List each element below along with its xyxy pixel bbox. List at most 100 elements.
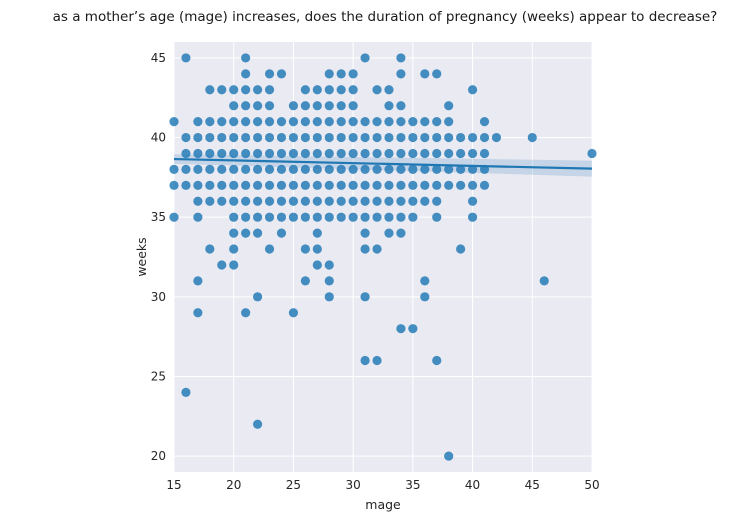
data-point	[276, 148, 287, 159]
data-point	[324, 260, 334, 270]
data-point	[360, 196, 370, 206]
data-point	[408, 196, 418, 206]
x-tick-label: 30	[346, 478, 361, 492]
data-point	[539, 276, 549, 286]
data-point	[408, 164, 418, 175]
data-point	[312, 117, 322, 127]
data-point	[456, 148, 466, 159]
data-point	[241, 228, 251, 238]
data-point	[229, 117, 239, 127]
plot-background	[174, 42, 592, 472]
data-point	[288, 196, 299, 206]
data-point	[456, 180, 466, 190]
data-point	[420, 196, 430, 206]
data-point	[193, 196, 203, 206]
data-point	[217, 164, 227, 175]
data-point	[169, 117, 179, 127]
data-point	[276, 164, 287, 175]
data-point	[348, 69, 358, 79]
data-point	[384, 117, 394, 127]
data-point	[360, 292, 370, 302]
data-point	[229, 260, 239, 270]
x-axis-label: mage	[365, 497, 401, 512]
chart-title: as a mother’s age (mage) increases, does…	[53, 9, 718, 25]
data-point	[264, 244, 275, 254]
data-point	[324, 148, 334, 159]
data-point	[241, 117, 251, 127]
data-point	[384, 85, 394, 95]
data-point	[253, 212, 263, 222]
data-point	[181, 53, 191, 63]
data-point	[229, 132, 239, 143]
data-point	[408, 132, 418, 143]
data-point	[324, 212, 334, 222]
data-point	[312, 101, 322, 111]
regression-line	[173, 157, 593, 170]
y-axis-label: weeks	[134, 237, 149, 276]
data-point	[229, 196, 239, 206]
data-point	[253, 228, 263, 238]
data-point	[348, 101, 358, 111]
data-point	[253, 132, 263, 143]
data-point	[241, 53, 251, 63]
data-point	[348, 148, 358, 159]
data-point	[288, 164, 299, 175]
data-point	[264, 132, 275, 143]
data-point	[432, 180, 442, 190]
data-point	[169, 180, 179, 190]
data-point	[479, 132, 490, 143]
y-tick-label: 25	[151, 369, 166, 383]
data-point	[360, 355, 370, 366]
y-tick-label: 40	[151, 131, 166, 145]
data-point	[241, 132, 251, 143]
data-point	[432, 69, 442, 79]
data-point	[300, 101, 310, 111]
data-point	[372, 117, 382, 127]
data-point	[372, 132, 382, 143]
data-point	[300, 180, 310, 190]
data-point	[264, 101, 275, 111]
data-point	[324, 117, 334, 127]
data-point	[241, 308, 251, 318]
data-point	[205, 85, 215, 95]
data-point	[241, 148, 251, 159]
data-point	[384, 212, 394, 222]
data-point	[360, 164, 370, 175]
data-point	[336, 212, 346, 222]
x-tick-label: 50	[584, 478, 599, 492]
data-point	[276, 69, 287, 79]
data-point	[336, 69, 346, 79]
grid-lines	[173, 42, 593, 472]
data-point	[384, 101, 394, 111]
data-point	[241, 164, 251, 175]
data-point	[217, 180, 227, 190]
data-point	[444, 101, 454, 111]
x-tick-label: 20	[226, 478, 241, 492]
data-point	[181, 148, 191, 159]
data-point	[312, 244, 322, 254]
data-point	[181, 132, 191, 143]
data-point	[348, 164, 358, 175]
data-point	[372, 148, 382, 159]
data-point	[193, 308, 203, 318]
data-point	[336, 117, 346, 127]
data-point	[217, 85, 227, 95]
data-point	[229, 85, 239, 95]
data-point	[241, 101, 251, 111]
data-point	[229, 164, 239, 175]
data-point	[348, 212, 358, 222]
data-point	[193, 212, 203, 222]
data-point	[396, 180, 406, 190]
data-point	[420, 276, 430, 286]
data-point	[312, 85, 322, 95]
data-point	[360, 132, 370, 143]
data-point	[205, 117, 215, 127]
y-tick-label: 20	[151, 449, 166, 463]
data-point	[217, 196, 227, 206]
data-point	[360, 148, 370, 159]
data-point	[229, 148, 239, 159]
data-point	[253, 196, 263, 206]
data-point	[276, 180, 287, 190]
data-point	[336, 101, 346, 111]
data-point	[396, 164, 406, 175]
